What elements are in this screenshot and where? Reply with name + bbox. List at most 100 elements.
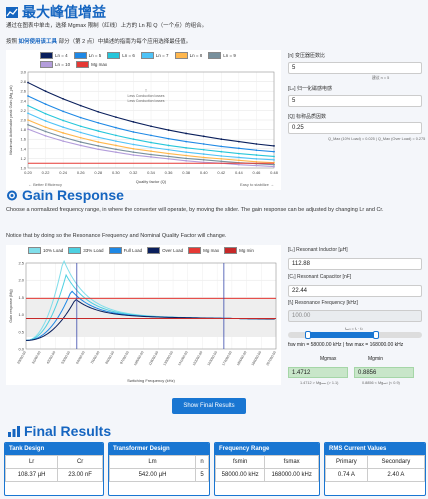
data-point[interactable] [62, 126, 65, 129]
data-point[interactable] [27, 128, 29, 131]
data-point[interactable] [202, 153, 205, 155]
data-point[interactable] [237, 156, 240, 159]
data-point[interactable] [114, 126, 117, 129]
legend-item[interactable]: Ln = 10 [40, 61, 70, 68]
data-point[interactable] [185, 159, 188, 162]
data-point[interactable] [97, 141, 100, 143]
data-point[interactable] [79, 104, 82, 107]
data-point[interactable] [62, 140, 65, 143]
data-point[interactable] [273, 163, 275, 166]
data-point[interactable] [62, 136, 65, 139]
legend-item[interactable]: 33% Load [68, 247, 104, 254]
legend-item[interactable]: Ln = 6 [107, 52, 135, 59]
data-point[interactable] [27, 119, 29, 121]
n-input[interactable]: 5 [288, 62, 422, 74]
data-point[interactable] [44, 120, 47, 122]
data-point[interactable] [255, 154, 258, 156]
data-point[interactable] [220, 155, 223, 157]
legend-item[interactable]: Ln = 8 [174, 52, 202, 59]
data-point[interactable] [185, 154, 188, 157]
data-point[interactable] [79, 116, 82, 119]
data-point[interactable] [150, 134, 152, 137]
legend-item[interactable]: Mg max [188, 247, 219, 254]
data-point[interactable] [132, 143, 135, 146]
q-input[interactable]: 0.25 [288, 122, 422, 134]
data-point[interactable] [27, 112, 29, 115]
data-point[interactable] [255, 157, 258, 160]
data-point[interactable] [27, 95, 29, 97]
data-point[interactable] [132, 154, 135, 156]
data-point[interactable] [150, 153, 152, 156]
data-point[interactable] [27, 123, 29, 126]
data-point[interactable] [237, 147, 240, 150]
legend-item[interactable]: Ln = 4 [40, 52, 68, 59]
data-point[interactable] [220, 160, 223, 163]
data-point[interactable] [79, 141, 82, 143]
data-point[interactable] [150, 141, 152, 144]
data-point[interactable] [150, 125, 152, 128]
data-point[interactable] [114, 151, 117, 154]
data-point[interactable] [185, 151, 188, 154]
legend-item[interactable]: Ln = 9 [208, 52, 236, 59]
data-point[interactable] [237, 159, 240, 162]
data-point[interactable] [167, 129, 170, 131]
data-point[interactable] [97, 110, 100, 113]
data-point[interactable] [220, 150, 223, 153]
data-point[interactable] [132, 151, 135, 154]
data-point[interactable] [273, 165, 275, 168]
data-point[interactable] [167, 137, 170, 140]
data-point[interactable] [185, 132, 188, 135]
data-point[interactable] [255, 160, 258, 163]
data-point[interactable] [132, 121, 135, 123]
frequency-range-slider[interactable] [288, 331, 422, 339]
legend-item[interactable]: Ln = 5 [73, 52, 101, 59]
slider-handle-max[interactable] [373, 331, 379, 339]
data-point[interactable] [97, 145, 100, 147]
data-point[interactable] [27, 104, 29, 107]
data-point[interactable] [202, 156, 205, 159]
gain-response-chart[interactable]: 10% Load 33% Load Full Load Over Load Mg max… [6, 245, 281, 385]
legend-item[interactable]: Mg min [224, 247, 254, 254]
data-point[interactable] [97, 121, 100, 124]
data-point[interactable] [114, 134, 117, 137]
data-point[interactable] [255, 164, 258, 167]
data-point[interactable] [132, 147, 135, 150]
data-point[interactable] [114, 116, 117, 119]
legend-item[interactable]: 10% Load [28, 247, 63, 254]
data-point[interactable] [202, 158, 205, 161]
data-point[interactable] [97, 148, 100, 151]
data-point[interactable] [44, 130, 47, 133]
data-point[interactable] [255, 149, 258, 152]
data-point[interactable] [150, 150, 152, 153]
data-point[interactable] [62, 132, 65, 134]
data-point[interactable] [97, 130, 100, 132]
data-point[interactable] [79, 144, 82, 147]
data-point[interactable] [167, 148, 170, 151]
data-point[interactable] [237, 140, 240, 143]
data-point[interactable] [132, 138, 135, 141]
data-point[interactable] [273, 158, 275, 161]
data-point[interactable] [255, 143, 258, 145]
peak-gain-plot[interactable]: 1.0 1.2 1.4 1.6 1.8 2.0 2.2 2.4 2.6 2.8 3.0 0.20 0.2… [6, 50, 281, 190]
data-point[interactable] [62, 119, 65, 122]
cr-input[interactable]: 22.44 [288, 285, 422, 297]
data-point[interactable] [202, 161, 205, 164]
data-point[interactable] [202, 135, 205, 138]
peak-gain-chart[interactable]: Ln = 4 Ln = 5 Ln = 6 Ln = 7 Ln = 8 Ln = 9 Ln =… [6, 50, 281, 190]
legend-item[interactable]: Over Load [147, 247, 183, 254]
data-point[interactable] [167, 152, 170, 155]
data-point[interactable] [79, 136, 82, 139]
data-point[interactable] [202, 148, 205, 151]
data-point[interactable] [44, 126, 47, 129]
data-point[interactable] [114, 140, 117, 143]
data-point[interactable] [132, 131, 135, 133]
data-point[interactable] [44, 112, 47, 115]
legend-item[interactable]: Mg max [76, 61, 107, 68]
data-point[interactable] [220, 145, 223, 148]
data-point[interactable] [150, 146, 152, 149]
data-point[interactable] [273, 155, 275, 158]
legend-item[interactable]: Ln = 7 [140, 52, 169, 59]
data-point[interactable] [273, 150, 275, 153]
gain-response-plot[interactable]: 0.0 0.5 1.0 1.5 2.0 2.5 20000.00 31000.00 42000.… [6, 245, 281, 385]
data-point[interactable] [44, 90, 47, 93]
